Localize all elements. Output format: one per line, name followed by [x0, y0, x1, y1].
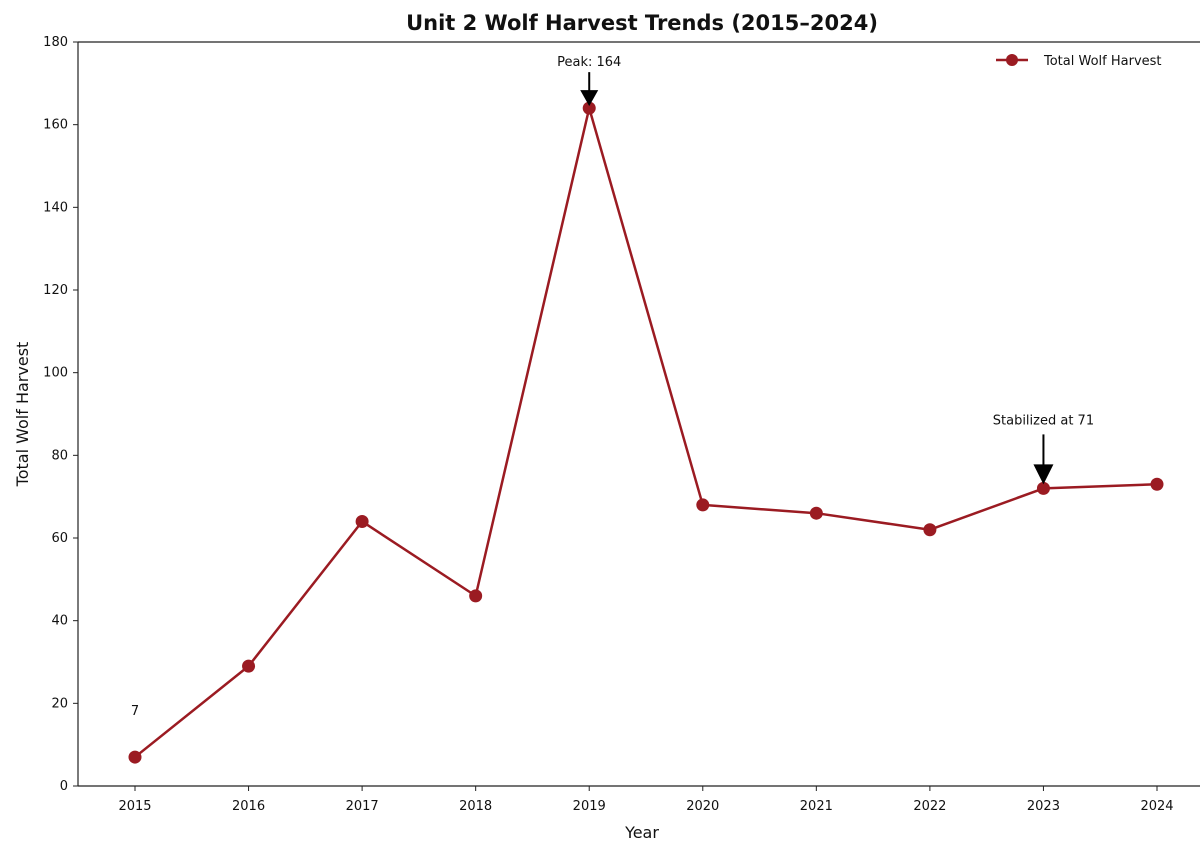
x-tick-label: 2016: [232, 799, 265, 814]
x-tick-label: 2018: [459, 799, 492, 814]
data-point: [809, 506, 823, 520]
y-tick-label: 80: [51, 448, 68, 463]
y-tick-label: 40: [51, 614, 68, 629]
x-tick-label: 2023: [1027, 799, 1060, 814]
y-axis-label: Total Wolf Harvest: [13, 342, 32, 488]
y-tick-label: 180: [43, 35, 68, 50]
chart-title: Unit 2 Wolf Harvest Trends (2015–2024): [406, 11, 878, 35]
data-point: [696, 498, 710, 512]
annotation-label: Peak: 164: [557, 55, 621, 70]
x-tick-label: 2022: [913, 799, 946, 814]
data-point: [923, 523, 937, 537]
series: [128, 101, 1164, 764]
annotation-arrow-head: [580, 90, 599, 107]
data-point: [128, 750, 142, 764]
x-tick-label: 2024: [1140, 799, 1173, 814]
data-point: [355, 514, 369, 528]
legend-label: Total Wolf Harvest: [1043, 54, 1162, 69]
x-tick-label: 2015: [118, 799, 151, 814]
y-tick-label: 0: [60, 779, 68, 794]
axes: [77, 41, 1200, 787]
data-point: [1036, 481, 1050, 495]
series-line: [134, 106, 1158, 759]
x-axis-label: Year: [624, 823, 659, 842]
data-point: [469, 589, 483, 603]
data-label: 7: [131, 704, 139, 719]
legend-marker: [1006, 54, 1018, 66]
y-tick-label: 100: [43, 366, 68, 381]
x-tick-label: 2019: [573, 799, 606, 814]
x-tick-label: 2017: [346, 799, 379, 814]
ticks: 0 20 40 60 80 100 120 140 160 180 2015 2016 2017 2018…: [43, 35, 1173, 814]
data-point: [1150, 477, 1164, 491]
y-tick-label: 160: [43, 118, 68, 133]
y-tick-label: 140: [43, 200, 68, 215]
annotations: Peak: 164 Stabilized at 71 7: [131, 55, 1094, 719]
data-point: [582, 101, 596, 115]
annotation-arrow-head: [1033, 464, 1054, 485]
y-tick-label: 60: [51, 531, 68, 546]
x-tick-label: 2020: [686, 799, 719, 814]
legend: Total Wolf Harvest: [984, 46, 1194, 74]
x-tick-label: 2021: [800, 799, 833, 814]
y-tick-label: 120: [43, 283, 68, 298]
annotation-label: Stabilized at 71: [993, 413, 1094, 428]
y-tick-label: 20: [51, 696, 68, 711]
data-point: [242, 659, 256, 673]
